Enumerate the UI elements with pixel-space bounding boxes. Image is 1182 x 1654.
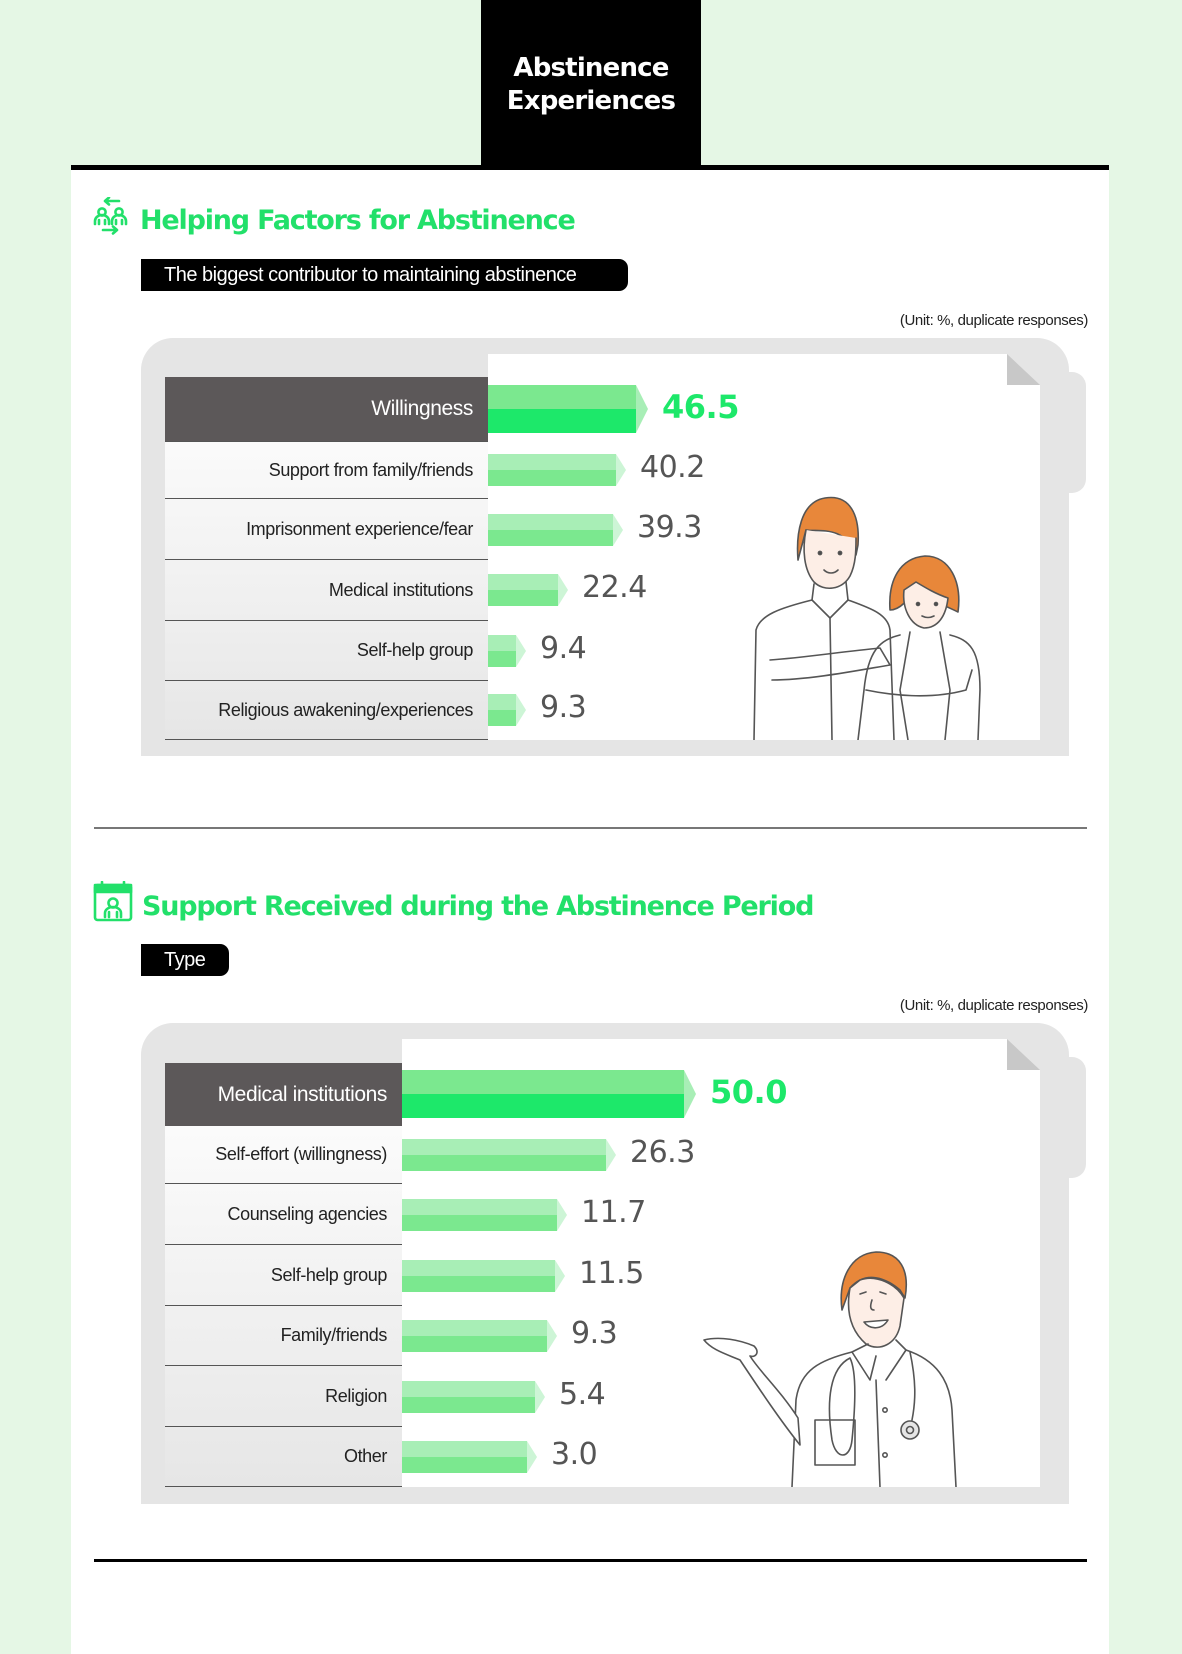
bar	[488, 385, 648, 433]
bar	[402, 1070, 696, 1118]
row-label: Imprisonment experience/fear	[165, 499, 488, 560]
section1-label-column: Willingness Support from family/friends …	[165, 377, 488, 740]
section2-subtitle-pill: Type	[141, 944, 229, 976]
bottom-rule	[94, 1559, 1087, 1562]
header-rule	[71, 165, 1109, 170]
bar-value: 39.3	[637, 510, 702, 545]
bar-value: 26.3	[630, 1135, 695, 1170]
section1-subtitle-pill: The biggest contributor to maintaining a…	[141, 259, 628, 291]
bar	[402, 1441, 537, 1473]
header-title-line2: Experiences	[506, 85, 676, 116]
row-label: Religion	[165, 1366, 402, 1427]
header-title-line1: Abstinence	[513, 52, 669, 83]
bar	[488, 514, 623, 546]
section2-folded-corner-cut	[1007, 1039, 1040, 1070]
bar-value: 40.2	[640, 450, 705, 485]
bar-value: 9.4	[540, 631, 587, 666]
row-label: Other	[165, 1427, 402, 1487]
two-people-arms-crossed-illustration	[740, 490, 1000, 740]
section2-label-column: Medical institutions Self-effort (willin…	[165, 1063, 402, 1487]
section-divider	[94, 827, 1087, 829]
bar	[402, 1260, 565, 1292]
calendar-person-icon	[93, 881, 133, 922]
bar	[402, 1381, 545, 1413]
bar-value: 3.0	[551, 1437, 598, 1472]
people-exchange-icon	[93, 197, 129, 235]
section1-unit-note: (Unit: %, duplicate responses)	[899, 312, 1088, 329]
bar	[402, 1139, 616, 1171]
bar	[488, 454, 626, 486]
bar-value: 11.7	[581, 1195, 646, 1230]
section1-folded-corner-cut	[1007, 354, 1040, 385]
row-label: Religious awakening/experiences	[165, 681, 488, 740]
row-label: Willingness	[165, 377, 488, 441]
bar	[488, 635, 526, 667]
bar-value: 50.0	[710, 1073, 787, 1111]
row-label: Medical institutions	[165, 1063, 402, 1126]
row-label: Self-help group	[165, 1245, 402, 1306]
bar	[488, 574, 568, 606]
bar-value: 11.5	[579, 1256, 644, 1291]
bar	[402, 1320, 557, 1352]
doctor-presenting-illustration	[700, 1240, 970, 1487]
section1-title: Helping Factors for Abstinence	[140, 205, 576, 236]
row-label: Self-effort (willingness)	[165, 1126, 402, 1184]
section2-unit-note: (Unit: %, duplicate responses)	[899, 997, 1088, 1014]
bar-value: 9.3	[540, 690, 587, 725]
bar	[488, 694, 526, 726]
row-label: Family/friends	[165, 1306, 402, 1366]
bar	[402, 1199, 567, 1231]
bar-value: 5.4	[559, 1377, 606, 1412]
bar-value: 22.4	[582, 570, 647, 605]
row-label: Counseling agencies	[165, 1184, 402, 1245]
section1-panel-tab	[1068, 372, 1086, 493]
row-label: Support from family/friends	[165, 441, 488, 499]
section2-title: Support Received during the Abstinence P…	[142, 891, 814, 922]
section2-panel-tab	[1068, 1057, 1086, 1178]
row-label: Self-help group	[165, 621, 488, 681]
row-label: Medical institutions	[165, 560, 488, 621]
bar-value: 46.5	[662, 388, 739, 426]
bar-value: 9.3	[571, 1316, 618, 1351]
header-title-box: Abstinence Experiences	[481, 0, 701, 165]
